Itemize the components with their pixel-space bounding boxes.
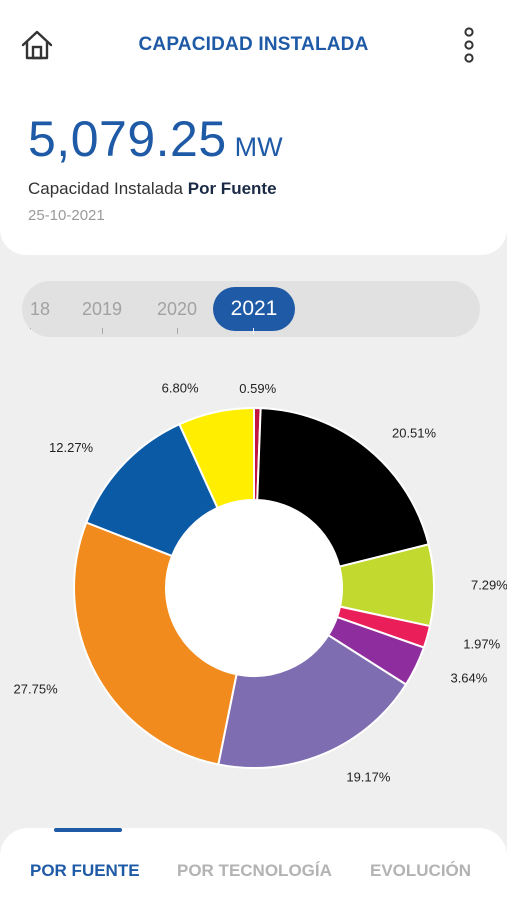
subtitle-prefix: Capacidad Instalada (28, 179, 184, 198)
year-selector[interactable]: 18 2019 2020 2021 (22, 281, 480, 337)
bottom-tab-bar: POR FUENTE POR TECNOLOGÍA EVOLUCIÓN (0, 828, 507, 908)
year-tick (177, 328, 178, 334)
capacity-date: 25-10-2021 (28, 207, 105, 224)
year-option-selected[interactable]: 2021 (213, 287, 295, 331)
more-vertical-icon (464, 27, 474, 63)
summary-card: CAPACIDAD INSTALADA 5,079.25 MW Capacidad… (0, 0, 507, 255)
capacity-unit: MW (234, 132, 283, 162)
home-button[interactable] (20, 28, 54, 62)
slice-label: 7.29% (471, 578, 507, 593)
year-tick (253, 328, 254, 334)
capacity-donut-chart: 0.59% 20.51% 7.29% 1.97% 3.64% 19.17% 27.75% 12… (14, 381, 507, 785)
year-option-2019[interactable]: 2019 (81, 299, 123, 319)
donut-slice[interactable] (178, 406, 255, 510)
slice-label: 27.75% (14, 682, 59, 697)
donut-hole (166, 500, 342, 676)
year-option-2018[interactable]: 18 (29, 299, 51, 319)
slice-label: 1.97% (463, 637, 500, 652)
slice-label: 12.27% (49, 440, 94, 455)
slice-label: 6.80% (162, 381, 199, 396)
year-tick (30, 328, 31, 334)
active-tab-indicator (54, 828, 122, 832)
capacity-subtitle: Capacidad Instalada Por Fuente (28, 179, 277, 199)
slice-label: 0.59% (239, 381, 276, 396)
home-icon (21, 30, 53, 60)
capacity-value: 5,079.25 MW (28, 110, 283, 168)
tab-por-fuente[interactable]: POR FUENTE (30, 861, 140, 880)
year-tick (102, 328, 103, 334)
page-title: CAPACIDAD INSTALADA (138, 34, 369, 55)
year-option-2020[interactable]: 2020 (156, 299, 198, 319)
donut-slice[interactable] (256, 407, 430, 568)
slice-label: 3.64% (450, 670, 487, 685)
tab-evolucion[interactable]: EVOLUCIÓN (370, 861, 472, 880)
more-options-button[interactable] (458, 26, 480, 66)
capacity-number: 5,079.25 (28, 111, 227, 167)
slice-label: 19.17% (346, 770, 391, 785)
subtitle-emphasis: Por Fuente (187, 179, 277, 198)
slice-label: 20.51% (392, 426, 437, 441)
tab-por-tecnologia[interactable]: POR TECNOLOGÍA (177, 861, 332, 880)
